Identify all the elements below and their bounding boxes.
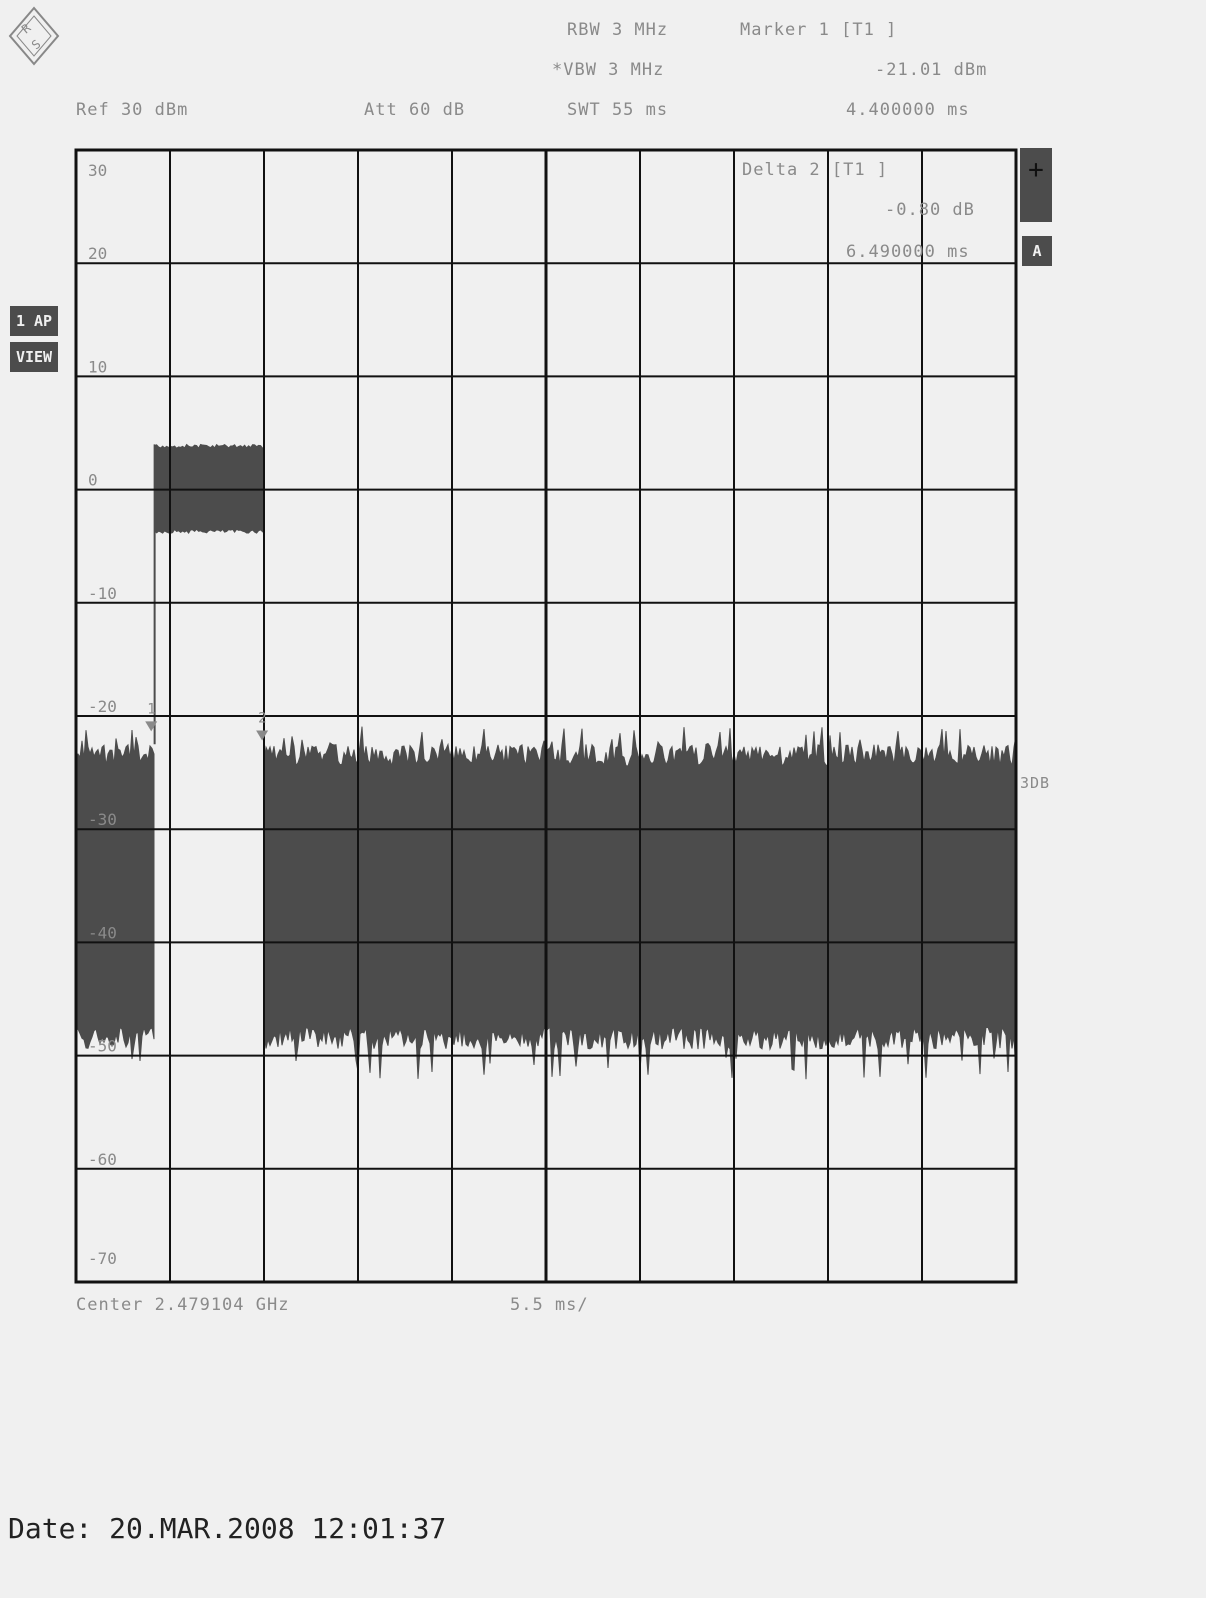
marker-triangle <box>145 721 158 732</box>
center-frequency: Center 2.479104 GHz <box>76 1295 290 1315</box>
y-tick-label: 10 <box>88 357 107 376</box>
marker-plus-button[interactable]: + <box>1020 148 1052 222</box>
vbw-readout: *VBW 3 MHz <box>552 60 665 80</box>
y-tick-label: -70 <box>88 1249 117 1268</box>
y-tick-label: -10 <box>88 584 117 603</box>
y-tick-label: 30 <box>88 161 107 180</box>
ref-level-readout: Ref 30 dBm <box>76 100 189 120</box>
marker1-label: Marker 1 [T1 ] <box>740 20 898 40</box>
delta-marker-label: Delta 2 [T1 ] <box>742 160 889 180</box>
plot-frame <box>74 148 1018 1284</box>
marker1-level: -21.01 dBm <box>875 60 988 80</box>
date-stamp: Date: 20.MAR.2008 12:01:37 <box>8 1512 447 1545</box>
trace-label-view: VIEW <box>10 342 58 372</box>
rohde-schwarz-logo: R S <box>8 6 60 66</box>
y-tick-label: -20 <box>88 697 117 716</box>
db-label: 3DB <box>1020 774 1051 792</box>
y-tick-label: -40 <box>88 923 117 942</box>
y-tick-label: -60 <box>88 1150 117 1169</box>
svg-text:R: R <box>19 20 34 36</box>
marker-label: 2 <box>258 710 266 726</box>
marker-triangle <box>256 730 269 741</box>
trace-label-1ap: 1 AP <box>10 306 58 336</box>
trace-a-box: A <box>1022 236 1052 266</box>
sweep-time-readout: SWT 55 ms <box>567 100 669 120</box>
y-tick-label: -30 <box>88 810 117 829</box>
delta-marker-time: 6.490000 ms <box>846 242 970 262</box>
marker-label: 1 <box>147 701 155 717</box>
attenuation-readout: Att 60 dB <box>364 100 466 120</box>
rbw-readout: RBW 3 MHz <box>567 20 669 40</box>
time-per-division: 5.5 ms/ <box>510 1295 589 1315</box>
delta-marker-level: -0.80 dB <box>885 200 975 220</box>
svg-text:S: S <box>29 37 44 52</box>
marker1-time: 4.400000 ms <box>846 100 970 120</box>
trace-segment <box>75 729 155 1061</box>
y-tick-label: -50 <box>88 1037 117 1056</box>
plus-icon: + <box>1028 155 1044 185</box>
y-tick-label: 0 <box>88 471 98 490</box>
y-tick-label: 20 <box>88 244 107 263</box>
